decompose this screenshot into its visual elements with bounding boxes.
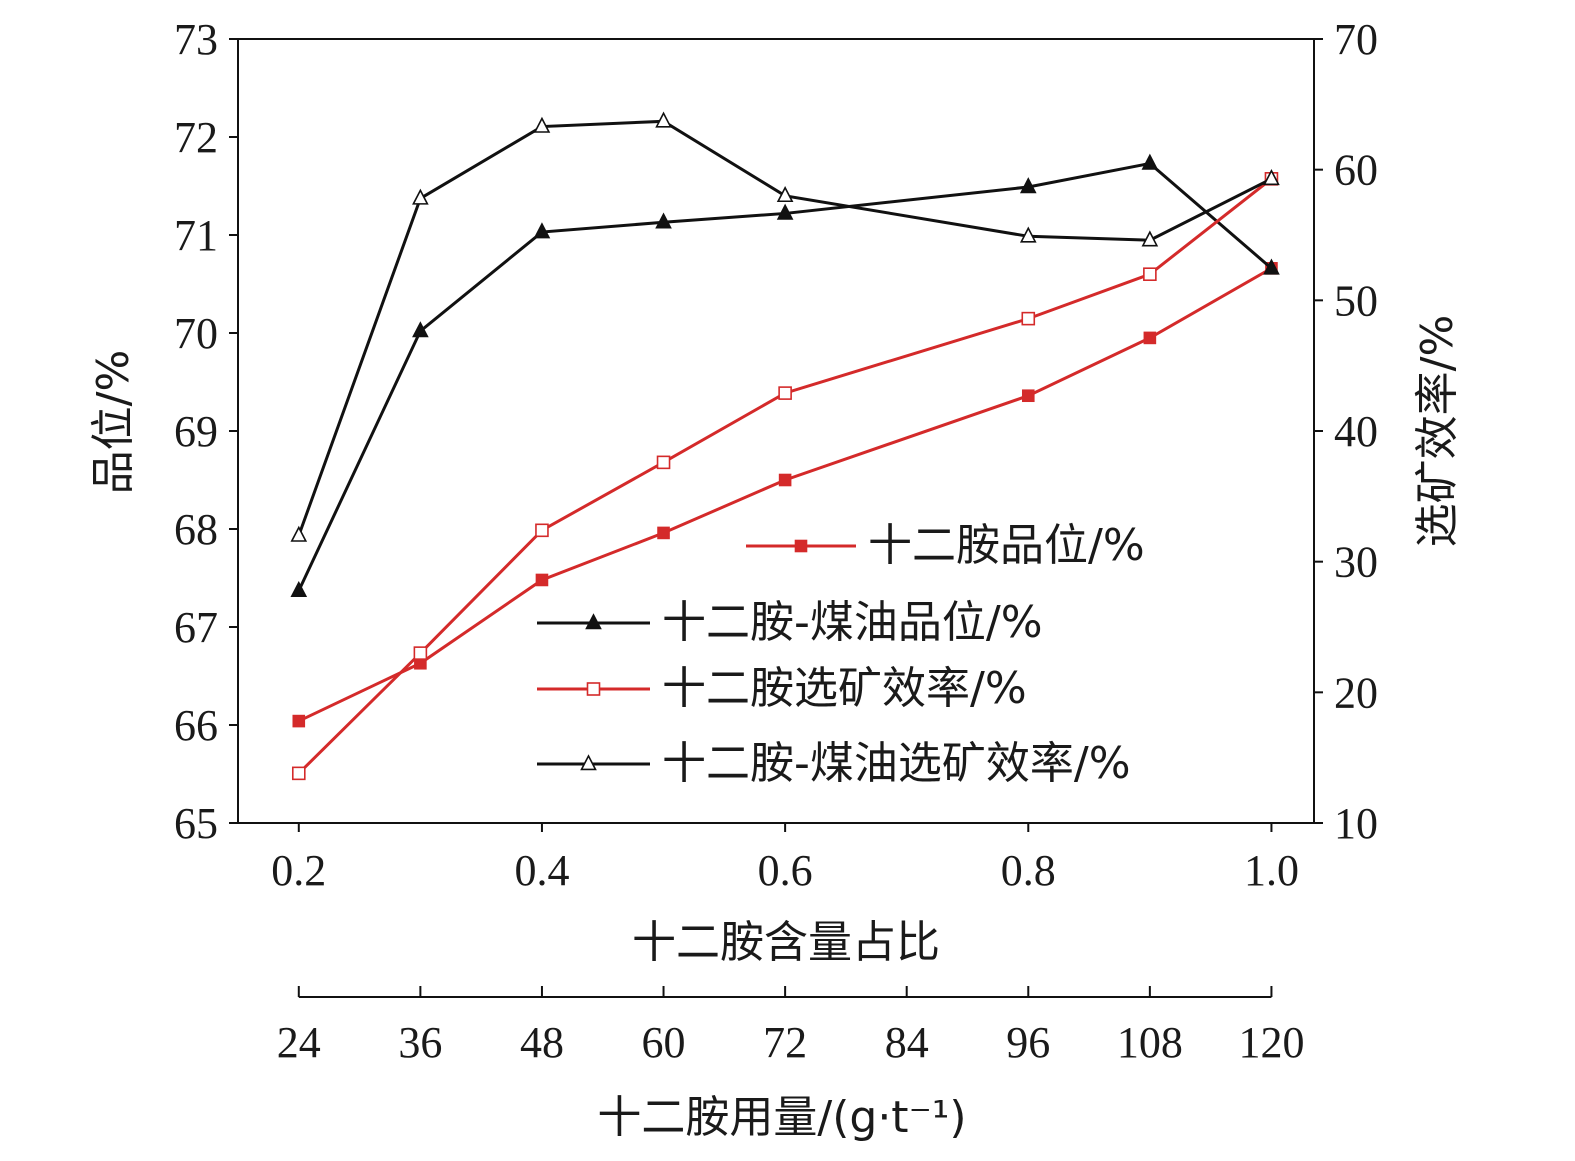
y-left-tick-label: 65 [174, 799, 218, 848]
data-point-marker [292, 714, 306, 728]
y-right-tick-label: 50 [1334, 276, 1378, 325]
y-right-tick-label: 40 [1334, 407, 1378, 456]
x-tick-label: 0.4 [514, 846, 569, 895]
ticks: 0.2 0.4 0.6 0.8 1.0 65 66 67 68 69 70 71 72 73 10 20 30 4… [174, 15, 1378, 895]
secondary-tick-label: 72 [763, 1018, 807, 1067]
data-point-marker [1141, 153, 1159, 170]
data-point-marker [778, 473, 792, 487]
legend-label: 十二胺-煤油品位/% [662, 597, 1043, 648]
y-left-tick-label: 71 [174, 211, 218, 260]
data-point-marker [776, 186, 794, 203]
data-point-marker [1141, 230, 1159, 247]
x-tick-label: 1.0 [1244, 846, 1299, 895]
series-layer [290, 111, 1280, 781]
data-point-marker [1019, 226, 1037, 243]
series-line [297, 177, 1273, 775]
data-point-marker [413, 646, 428, 660]
legend-label: 十二胺选矿效率/% [662, 663, 1027, 714]
y-right-tick-label: 30 [1334, 538, 1378, 587]
data-point-marker [290, 580, 308, 598]
data-point-marker [1021, 311, 1036, 326]
legend-entry: 十二胺-煤油选矿效率/% [537, 738, 1131, 789]
series-4 [290, 111, 1280, 542]
legend: 十二胺品位/% 十二胺-煤油品位/% 十二胺选矿效率/% 十二胺-煤油选矿效率/% [537, 520, 1145, 789]
data-point-marker [778, 386, 792, 400]
legend-entry: 十二胺-煤油品位/% [537, 597, 1043, 648]
series-3 [291, 172, 1279, 781]
data-point-marker [1143, 331, 1157, 345]
legend-label: 十二胺-煤油选矿效率/% [662, 738, 1131, 789]
y-left-tick-label: 69 [174, 407, 218, 456]
y-left-tick-label: 66 [174, 701, 218, 750]
y-left-tick-label: 70 [174, 309, 218, 358]
y-right-tick-label: 60 [1334, 146, 1378, 195]
data-point-marker [412, 188, 429, 205]
data-point-marker [776, 203, 794, 220]
data-point-marker [291, 766, 306, 781]
secondary-x-axis-title: 十二胺用量/(g·t⁻¹) [597, 1092, 966, 1143]
data-point-marker [585, 613, 602, 630]
secondary-tick-label: 84 [885, 1018, 929, 1067]
data-point-marker [656, 455, 671, 470]
series-line [297, 161, 1273, 592]
data-point-marker [533, 116, 551, 133]
data-point-marker [1019, 177, 1037, 194]
data-point-marker [1021, 389, 1035, 403]
data-point-marker [535, 523, 549, 538]
y-right-tick-label: 20 [1334, 668, 1378, 717]
y-right-tick-label: 10 [1334, 799, 1378, 848]
series-line [298, 267, 1273, 723]
data-point-marker [655, 111, 672, 128]
data-point-marker [412, 321, 429, 338]
data-point-marker [535, 573, 549, 587]
secondary-tick-label: 96 [1006, 1018, 1050, 1067]
series-line [297, 119, 1273, 537]
y-right-tick-label: 70 [1334, 15, 1378, 64]
data-point-marker [1263, 169, 1280, 186]
secondary-tick-label: 36 [398, 1018, 442, 1067]
y-axis-title-right: 选矿效率/% [1412, 315, 1463, 548]
data-point-marker [290, 525, 308, 542]
data-point-marker [657, 526, 670, 540]
x-axis-title: 十二胺含量占比 [632, 917, 940, 968]
data-point-marker [794, 539, 808, 553]
data-point-marker [586, 682, 601, 696]
legend-label: 十二胺品位/% [868, 520, 1145, 571]
x-tick-label: 0.6 [758, 846, 813, 895]
data-point-marker [580, 754, 597, 771]
y-left-tick-label: 68 [174, 505, 218, 554]
secondary-tick-label: 48 [520, 1018, 564, 1067]
data-point-marker [1143, 267, 1157, 282]
secondary-x-axis: 24 36 48 60 72 84 96 108 120 [277, 986, 1304, 1067]
x-tick-label: 0.8 [1001, 846, 1056, 895]
x-tick-label: 0.2 [271, 846, 326, 895]
y-left-tick-label: 67 [174, 603, 218, 652]
data-point-marker [655, 212, 672, 229]
y-left-tick-label: 72 [174, 113, 218, 162]
y-left-tick-label: 73 [174, 15, 218, 64]
data-point-marker [1263, 258, 1280, 275]
series-1 [292, 262, 1278, 728]
y-axis-title-left: 品位/% [88, 350, 139, 495]
legend-entry: 十二胺选矿效率/% [537, 663, 1027, 714]
secondary-tick-label: 60 [642, 1018, 686, 1067]
secondary-tick-label: 24 [277, 1018, 321, 1067]
data-point-marker [533, 222, 551, 239]
legend-entry: 十二胺品位/% [746, 520, 1145, 571]
secondary-tick-label: 120 [1238, 1018, 1304, 1067]
series-2 [290, 153, 1280, 598]
secondary-tick-label: 108 [1117, 1018, 1183, 1067]
